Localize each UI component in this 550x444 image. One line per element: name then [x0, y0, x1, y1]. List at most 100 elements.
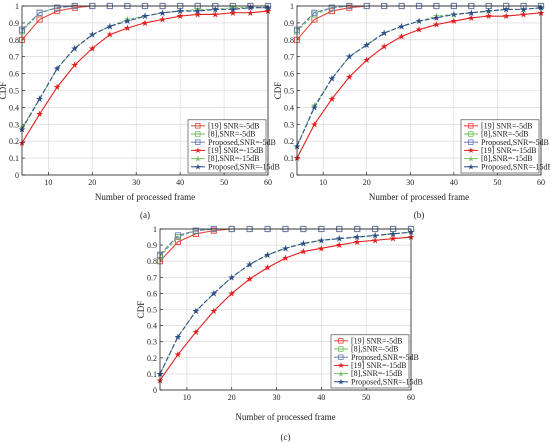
y-tick-label: 0.5	[147, 306, 157, 315]
data-point-ref19_m5	[54, 8, 61, 15]
y-tick-label: 0.5	[284, 87, 294, 96]
data-point-ref8_m15: ★	[246, 260, 254, 270]
data-point-ref8_m15: ★	[371, 231, 379, 241]
series-line-prop_m15	[159, 231, 412, 375]
data-point-ref8_m15: ★	[141, 12, 149, 22]
data-point-ref8_m15: ★	[353, 233, 361, 243]
legend: [19] SNR=-5dB[8],SNR=-5dBProposed,SNR=-5…	[330, 334, 423, 389]
legend-swatch-marker	[338, 338, 344, 344]
x-tick-label: 60	[407, 393, 415, 402]
data-point-ref8_m15: ★	[317, 236, 325, 246]
y-tick-label: 1	[15, 2, 19, 11]
panel-caption: (c)	[281, 432, 291, 442]
data-point-ref19_m15: ★	[106, 31, 114, 41]
data-point-ref8_m15: ★	[264, 251, 272, 261]
y-tick-label: 0.5	[9, 87, 19, 96]
y-tick-label: 0.1	[147, 370, 157, 379]
data-point-prop_m15: ★	[389, 230, 397, 240]
series-line-prop_m15	[21, 7, 268, 130]
data-point-prop_m15: ★	[210, 289, 218, 299]
legend: [19] SNR=-5dB[8],SNR=-5dBProposed,SNR=-5…	[187, 119, 280, 174]
series-line-prop_m15	[296, 7, 542, 147]
y-tick-label: 0.8	[9, 36, 19, 45]
data-point-ref19_m15: ★	[192, 328, 200, 338]
y-tick-label: 0	[15, 171, 19, 180]
chart-panel-0: 0 0.1 0.2 0.3 0.4 0.5 0.6 0.7 0.8 0.9 1 10 20 30 40 50 6…	[0, 2, 280, 220]
data-point-prop_m15: ★	[228, 273, 236, 283]
legend-swatch-marker: ★	[467, 146, 474, 155]
data-point-prop_m5	[36, 9, 43, 16]
x-tick-label: 10	[183, 393, 191, 402]
data-point-ref8_m15: ★	[281, 244, 289, 254]
y-tick-label: 0.8	[284, 36, 294, 45]
legend-entry-label: [19] SNR=-15dB	[351, 361, 406, 370]
data-point-ref19_m5	[328, 8, 335, 15]
data-point-ref19_m15: ★	[123, 24, 131, 34]
data-point-ref19_m15: ★	[328, 95, 336, 105]
data-point-prop_m15: ★	[502, 5, 510, 15]
data-point-ref19_m5	[192, 230, 199, 237]
data-point-ref8_m15: ★	[398, 22, 406, 32]
legend-swatch-marker: ★	[194, 146, 201, 155]
data-point-prop_m15: ★	[328, 75, 336, 85]
data-point-ref19_m15: ★	[389, 235, 397, 245]
y-tick-label: 0	[290, 171, 294, 180]
data-point-prop_m15: ★	[398, 22, 406, 32]
data-point-prop_m15: ★	[335, 235, 343, 245]
y-tick-label: 1	[290, 2, 294, 11]
data-point-ref19_m15: ★	[310, 120, 318, 130]
data-point-prop_m15: ★	[192, 307, 200, 317]
data-point-ref19_m15: ★	[211, 10, 219, 20]
legend-swatch-marker	[468, 123, 474, 129]
data-point-ref8_m15: ★	[228, 273, 236, 283]
data-point-ref19_m15: ★	[502, 12, 510, 22]
data-point-ref19_m15: ★	[380, 43, 388, 53]
data-point-ref8_m15: ★	[485, 7, 493, 17]
data-point-ref19_m15: ★	[317, 244, 325, 254]
data-point-ref8_m15: ★	[345, 53, 353, 63]
data-point-ref19_m15: ★	[246, 275, 254, 285]
data-point-prop_m15: ★	[194, 7, 202, 17]
panel-caption: (a)	[140, 210, 150, 220]
data-point-prop_m5	[192, 227, 199, 234]
axes-frame	[159, 228, 412, 391]
data-point-prop_m15: ★	[36, 95, 44, 105]
data-point-ref19_m15: ★	[467, 14, 475, 24]
series-line-ref19_m15	[296, 12, 542, 159]
y-tick-label: 0.4	[9, 103, 19, 112]
x-tick-label: 20	[228, 393, 236, 402]
data-point-ref19_m15: ★	[159, 16, 167, 26]
legend-entry-label: [19] SNR=-5dB	[208, 121, 259, 130]
legend-swatch-marker: ★	[337, 369, 344, 378]
data-point-ref8_m15: ★	[36, 95, 44, 105]
x-tick-label: 20	[88, 178, 96, 187]
data-point-prop_m15: ★	[106, 22, 114, 32]
data-point-prop_m15: ★	[246, 4, 254, 14]
y-tick-label: 1	[153, 225, 157, 234]
data-point-prop_m15: ★	[345, 53, 353, 63]
data-point-ref8_m15: ★	[502, 5, 510, 15]
y-tick-label: 0.2	[284, 137, 294, 146]
data-point-ref8_m15: ★	[299, 239, 307, 249]
y-tick-label: 0.4	[284, 103, 294, 112]
legend-swatch-marker	[338, 354, 344, 360]
x-axis-label: Number of processed frame	[95, 192, 195, 202]
series-line-ref19_m15	[21, 10, 269, 144]
legend-entry-label: Proposed,SNR=-5dB	[351, 353, 419, 362]
y-tick-label: 0.1	[284, 154, 294, 163]
data-point-ref8_m15: ★	[106, 22, 114, 32]
y-tick-label: 0.9	[147, 241, 157, 250]
data-point-prop_m5	[311, 9, 318, 16]
data-point-ref19_m15: ★	[141, 19, 149, 29]
legend-swatch-marker: ★	[194, 154, 201, 163]
data-point-prop_m15: ★	[53, 65, 61, 75]
legend-entry-label: [19] SNR=-15dB	[481, 146, 536, 155]
data-point-prop_m15: ★	[450, 10, 458, 20]
y-tick-label: 0.6	[9, 70, 19, 79]
x-tick-label: 50	[493, 178, 501, 187]
data-point-prop_m15: ★	[71, 44, 79, 54]
y-tick-label: 0.3	[284, 120, 294, 129]
data-point-ref8_m15: ★	[246, 4, 254, 14]
x-tick-label: 10	[44, 178, 52, 187]
